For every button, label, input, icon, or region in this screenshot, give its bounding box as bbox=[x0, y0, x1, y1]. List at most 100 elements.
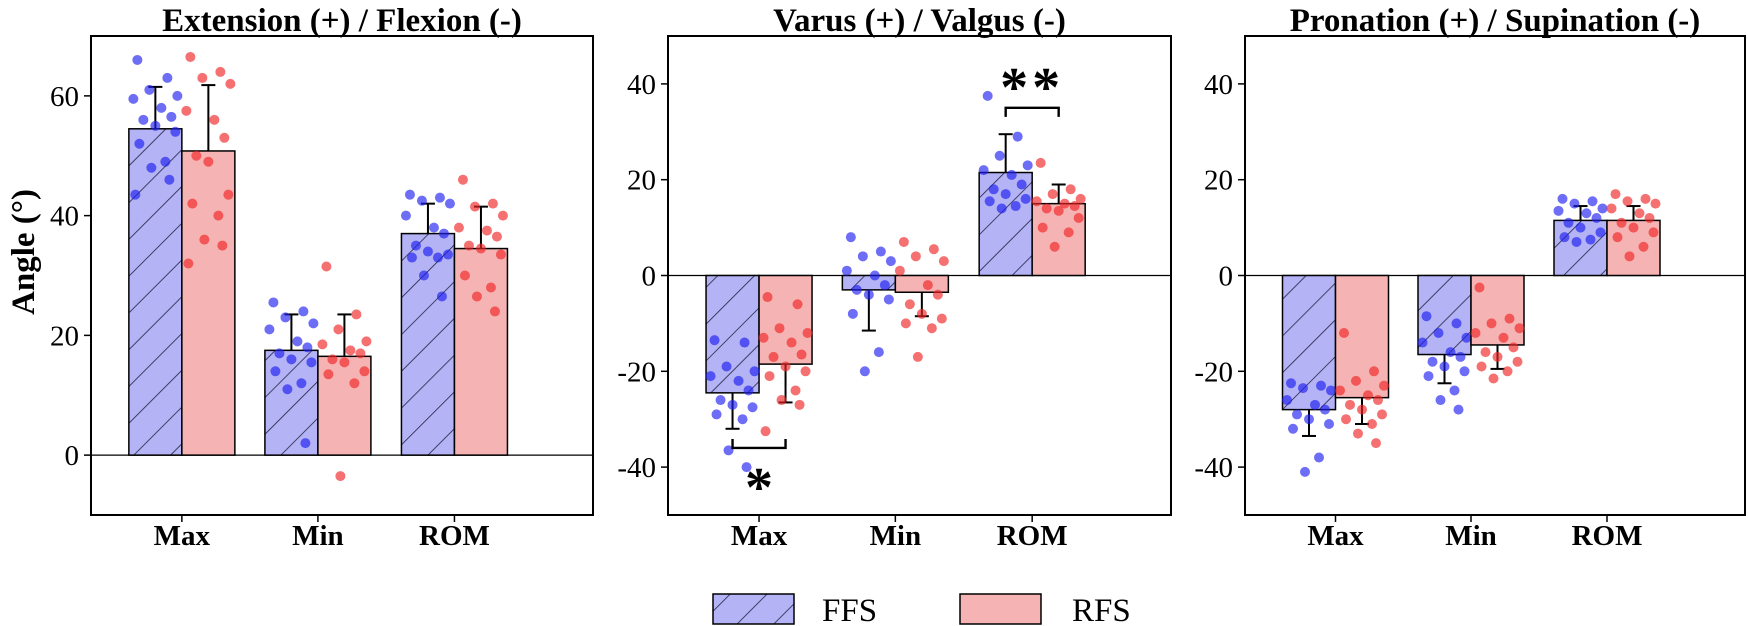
point-ffs-rom bbox=[1559, 232, 1570, 243]
point-ffs-rom bbox=[1595, 227, 1606, 238]
point-rfs-min bbox=[1480, 347, 1491, 358]
point-ffs-rom bbox=[978, 165, 989, 176]
point-rfs-max bbox=[776, 395, 787, 406]
bar-ffs-rom bbox=[400, 232, 456, 456]
point-rfs-max bbox=[1371, 438, 1381, 449]
point-ffs-min bbox=[1427, 356, 1438, 367]
x-tick-label: Min bbox=[1445, 520, 1497, 552]
point-ffs-max bbox=[721, 361, 732, 372]
y-tick-label: -20 bbox=[1194, 356, 1233, 388]
point-rfs-min bbox=[349, 378, 360, 389]
point-ffs-rom bbox=[444, 198, 455, 209]
point-ffs-max bbox=[741, 462, 752, 473]
point-rfs-rom bbox=[1638, 241, 1649, 252]
point-rfs-min bbox=[926, 323, 937, 334]
point-rfs-min bbox=[355, 348, 366, 359]
point-rfs-max bbox=[1367, 418, 1377, 429]
y-tick-label: 20 bbox=[50, 320, 79, 352]
point-ffs-min bbox=[1451, 318, 1462, 329]
point-rfs-rom bbox=[1063, 227, 1074, 238]
point-rfs-rom bbox=[485, 282, 496, 293]
point-ffs-max bbox=[747, 402, 758, 413]
point-rfs-rom bbox=[1648, 227, 1659, 238]
point-ffs-rom bbox=[1587, 196, 1598, 207]
point-rfs-min bbox=[345, 345, 356, 356]
point-rfs-min bbox=[335, 471, 346, 482]
point-rfs-rom bbox=[1644, 213, 1655, 224]
point-rfs-min bbox=[936, 313, 947, 324]
point-ffs-rom bbox=[1591, 213, 1602, 224]
y-tick-label: 20 bbox=[1204, 165, 1233, 197]
x-tick-label: Max bbox=[731, 520, 788, 552]
point-ffs-rom bbox=[1585, 234, 1596, 245]
point-ffs-min bbox=[286, 354, 297, 365]
x-tick-label: ROM bbox=[1572, 520, 1643, 552]
legend-label-rfs: RFS bbox=[1072, 593, 1131, 626]
point-ffs-rom bbox=[1006, 169, 1017, 180]
point-ffs-rom bbox=[996, 203, 1007, 214]
point-rfs-max bbox=[800, 366, 811, 377]
point-rfs-min bbox=[333, 324, 344, 335]
point-rfs-rom bbox=[481, 225, 492, 236]
point-ffs-max bbox=[166, 111, 177, 122]
point-ffs-max bbox=[1310, 399, 1320, 410]
point-ffs-min bbox=[270, 366, 281, 377]
point-rfs-max bbox=[1335, 385, 1345, 396]
point-ffs-max bbox=[144, 84, 155, 95]
x-tick-label: Min bbox=[292, 520, 344, 552]
legend: FFS RFS bbox=[712, 593, 1131, 626]
point-ffs-min bbox=[1423, 371, 1434, 382]
point-rfs-min bbox=[898, 236, 909, 247]
point-rfs-rom bbox=[457, 174, 468, 185]
bar-rfs-max bbox=[758, 274, 813, 365]
point-ffs-min bbox=[268, 297, 279, 308]
point-ffs-min bbox=[1459, 366, 1470, 377]
point-ffs-max bbox=[737, 414, 748, 425]
point-ffs-min bbox=[1453, 404, 1464, 415]
point-rfs-max bbox=[181, 105, 192, 116]
point-ffs-min bbox=[1461, 332, 1472, 343]
point-rfs-min bbox=[1476, 361, 1487, 372]
point-ffs-max bbox=[146, 162, 157, 173]
point-rfs-min bbox=[910, 251, 921, 262]
point-rfs-rom bbox=[1628, 222, 1639, 233]
point-ffs-min bbox=[841, 265, 852, 276]
point-rfs-max bbox=[1357, 404, 1367, 415]
point-ffs-max bbox=[743, 385, 754, 396]
point-ffs-min bbox=[274, 348, 285, 359]
point-ffs-max bbox=[162, 72, 173, 83]
point-rfs-rom bbox=[469, 201, 480, 212]
y-tick-label: -40 bbox=[1194, 452, 1233, 484]
point-ffs-max bbox=[134, 138, 145, 149]
point-ffs-rom bbox=[436, 291, 447, 302]
point-ffs-min bbox=[873, 347, 884, 358]
panel-extension-flexion: Extension (+) / Flexion (-) 0 20 40 60 Max Min… bbox=[50, 3, 594, 552]
point-ffs-rom bbox=[1581, 208, 1592, 219]
point-ffs-max bbox=[1282, 395, 1292, 406]
point-rfs-rom bbox=[1035, 157, 1046, 168]
point-ffs-min bbox=[1435, 395, 1446, 406]
point-ffs-min bbox=[308, 318, 319, 329]
point-rfs-rom bbox=[453, 222, 464, 233]
point-rfs-max bbox=[1379, 380, 1389, 391]
y-tick-label: 40 bbox=[1204, 69, 1233, 101]
point-rfs-rom bbox=[1031, 196, 1042, 207]
point-rfs-max bbox=[1369, 366, 1379, 377]
point-ffs-rom bbox=[1000, 189, 1011, 200]
point-ffs-max bbox=[749, 366, 760, 377]
bar-rfs-rom bbox=[453, 247, 509, 456]
point-rfs-min bbox=[928, 244, 939, 255]
point-ffs-max bbox=[138, 114, 149, 125]
point-ffs-max bbox=[164, 174, 175, 185]
significance-bracket bbox=[731, 438, 787, 450]
point-ffs-max bbox=[733, 375, 744, 386]
point-ffs-rom bbox=[1575, 222, 1586, 233]
point-rfs-max bbox=[187, 198, 198, 209]
point-rfs-max bbox=[780, 361, 791, 372]
point-rfs-max bbox=[223, 189, 234, 200]
point-ffs-max bbox=[132, 54, 143, 65]
point-ffs-max bbox=[1304, 414, 1314, 425]
point-ffs-rom bbox=[1020, 193, 1031, 204]
plot-frame bbox=[1244, 35, 1746, 516]
